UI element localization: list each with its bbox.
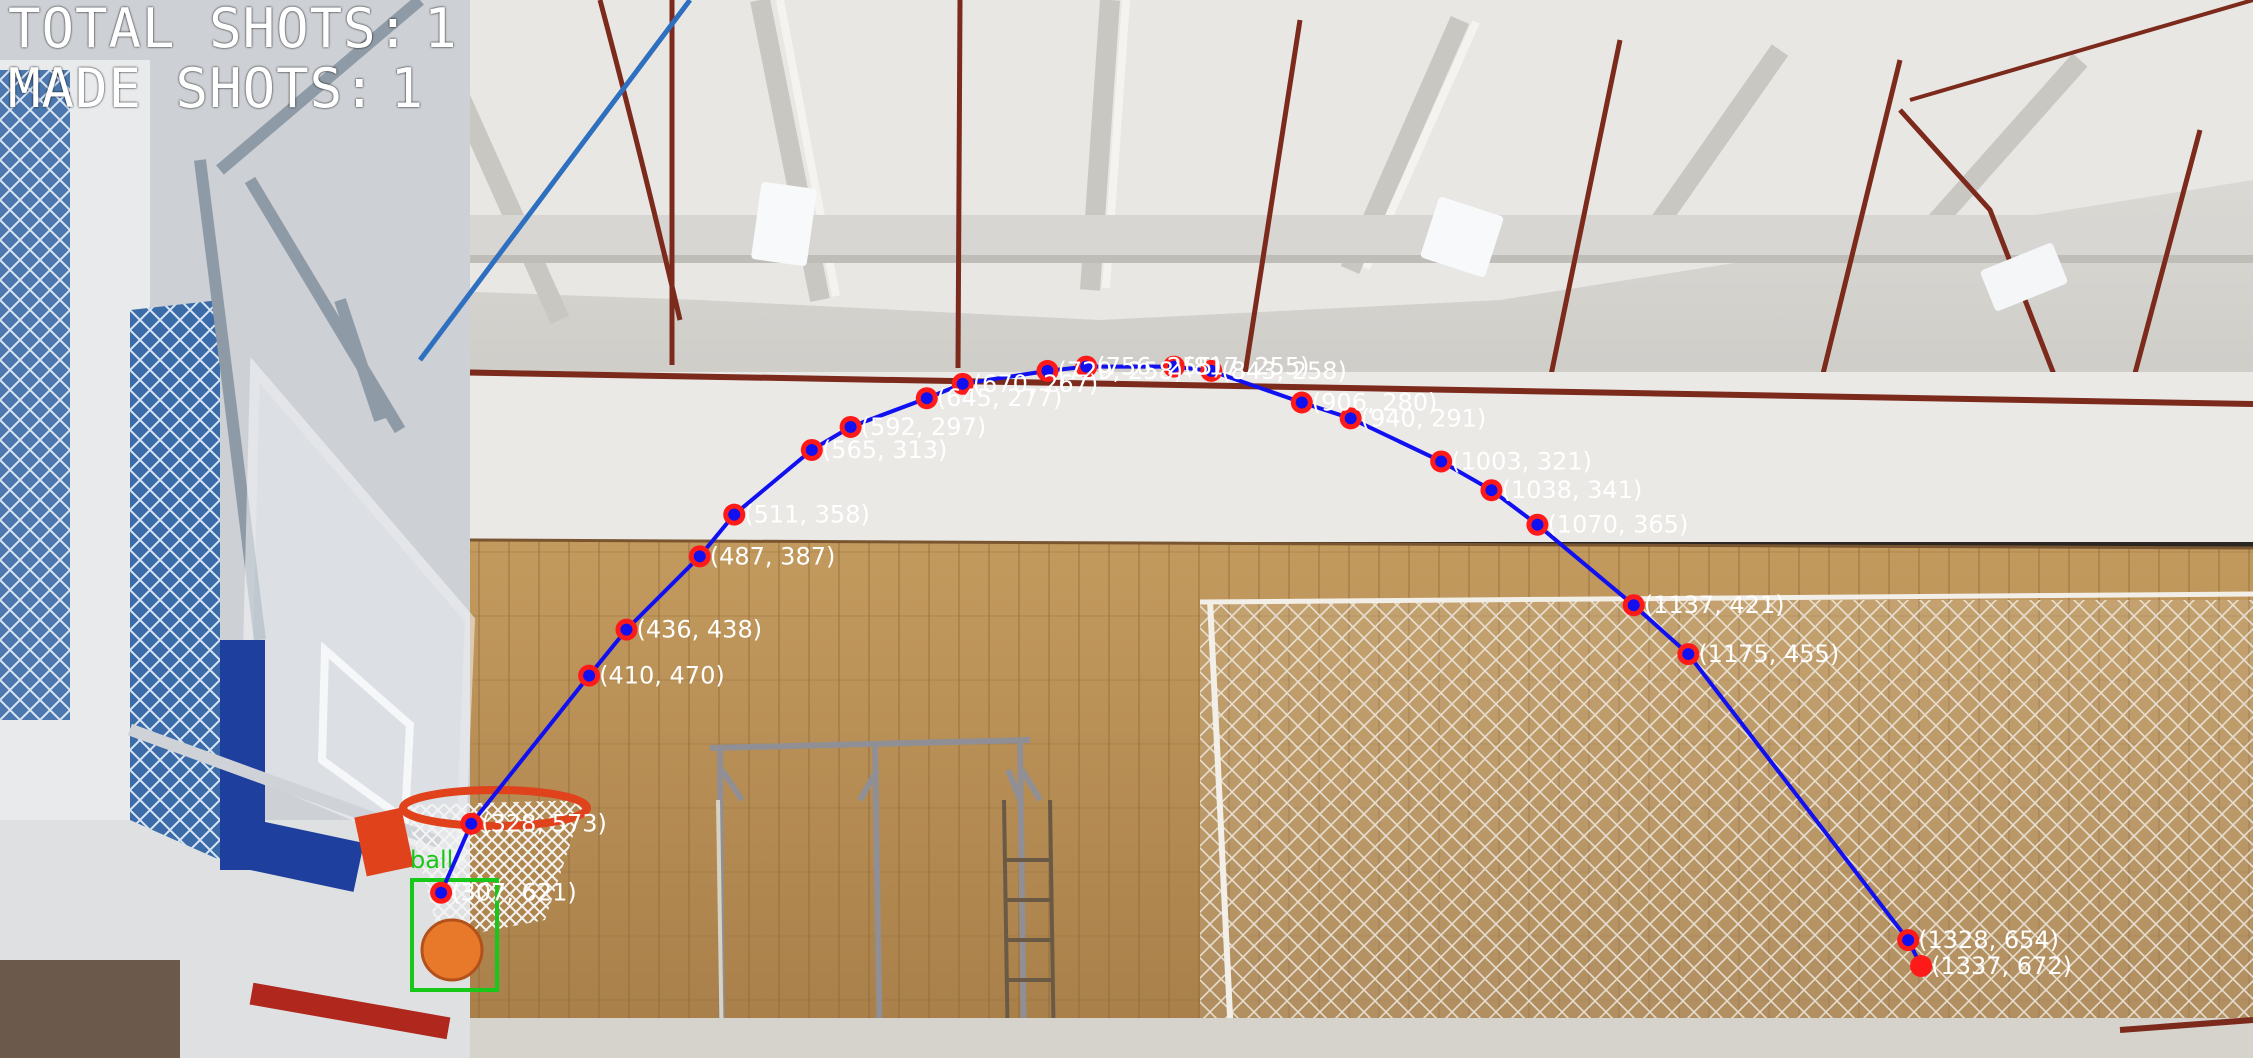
made-shots-label: MADE SHOTS: bbox=[8, 57, 377, 120]
trajectory-point-center bbox=[1344, 412, 1357, 425]
detection-box bbox=[410, 878, 499, 992]
trajectory-point-center bbox=[1167, 360, 1180, 373]
trajectory-point-center bbox=[844, 420, 857, 433]
trajectory-point-label: (328, 573) bbox=[481, 810, 607, 838]
trajectory-point-center bbox=[1531, 518, 1544, 531]
floor-strip bbox=[470, 1017, 2253, 1058]
trajectory-point-center bbox=[920, 392, 933, 405]
made-shots-counter: MADE SHOTS: 1 bbox=[8, 62, 424, 116]
trajectory-point-label: (729, 258) bbox=[1057, 357, 1183, 385]
trajectory-point-label: (940, 291) bbox=[1361, 404, 1487, 432]
trajectory-point-label: (756, 255) bbox=[1096, 353, 1222, 381]
trajectory-point-center bbox=[1627, 599, 1640, 612]
trajectory-point-center bbox=[435, 886, 448, 899]
trajectory-point-center bbox=[1080, 360, 1093, 373]
trajectory-point-label: (511, 358) bbox=[744, 501, 870, 529]
trajectory-point-center bbox=[1435, 455, 1448, 468]
trajectory-point-center bbox=[1902, 934, 1915, 947]
trajectory-point-label: (307, 621) bbox=[451, 879, 577, 907]
trajectory-point-label: (817, 255) bbox=[1184, 353, 1310, 381]
trajectory-point-center bbox=[1295, 396, 1308, 409]
trajectory-point-label: (1070, 365) bbox=[1547, 511, 1688, 539]
ceiling-light bbox=[751, 182, 2068, 311]
backboard-structure bbox=[127, 0, 692, 892]
trajectory-point-label: (487, 387) bbox=[710, 542, 836, 570]
trajectory-point-label: (1003, 321) bbox=[1451, 447, 1592, 475]
ceiling bbox=[0, 0, 2253, 409]
safety-net bbox=[1199, 591, 2253, 1058]
trajectory-point-label: (1038, 341) bbox=[1501, 476, 1642, 504]
trajectory-point-center bbox=[956, 377, 969, 390]
trajectory-point-label: (906, 280) bbox=[1312, 389, 1438, 417]
basketball bbox=[420, 918, 484, 982]
total-shots-label: TOTAL SHOTS: bbox=[8, 0, 411, 60]
trajectory-point-center bbox=[1682, 648, 1695, 661]
detection-label: ball bbox=[410, 846, 453, 874]
total-shots-counter: TOTAL SHOTS: 1 bbox=[8, 2, 458, 56]
trajectory-point-label: (436, 438) bbox=[636, 616, 762, 644]
trajectory-point-label: (670, 267) bbox=[973, 370, 1099, 398]
trajectory-point-center bbox=[728, 508, 741, 521]
trajectory-point-center bbox=[1041, 364, 1054, 377]
trajectory-point-label: (1175, 455) bbox=[1698, 640, 1839, 668]
trajectory-point-center bbox=[1205, 364, 1218, 377]
trajectory-point-label: (1328, 654) bbox=[1918, 926, 2059, 954]
trajectory-point-label: (843, 258) bbox=[1221, 357, 1347, 385]
trajectory-point-label: (565, 313) bbox=[822, 436, 948, 464]
trajectory-labels: (307, 621) (328, 573) (410, 470) (436, 438)… bbox=[451, 353, 2072, 980]
trajectory-point-label: (410, 470) bbox=[599, 662, 725, 690]
trajectory-point-center bbox=[693, 550, 706, 563]
trajectory-point bbox=[1910, 955, 1933, 977]
trajectory-point-center bbox=[1485, 484, 1498, 497]
trajectory-point-label: (1337, 672) bbox=[1931, 952, 2072, 980]
trajectory-overlay: (307, 621) (328, 573) (410, 470) (436, 438)… bbox=[430, 353, 2072, 980]
trajectory-point-center bbox=[583, 669, 596, 682]
ball-detection: ball bbox=[410, 846, 499, 992]
trajectory-points bbox=[430, 355, 1933, 977]
trajectory-point-center bbox=[620, 623, 633, 636]
trajectory-point-center bbox=[465, 817, 478, 830]
made-shots-value: 1 bbox=[390, 57, 425, 120]
hoop bbox=[354, 786, 591, 940]
trajectory-point-center bbox=[805, 443, 818, 456]
trajectory-point-label: (1137, 421) bbox=[1644, 591, 1785, 619]
trajectory-point-label: (645, 277) bbox=[937, 384, 1063, 412]
total-shots-value: 1 bbox=[424, 0, 458, 60]
trajectory-point-label: (592, 297) bbox=[861, 413, 987, 441]
